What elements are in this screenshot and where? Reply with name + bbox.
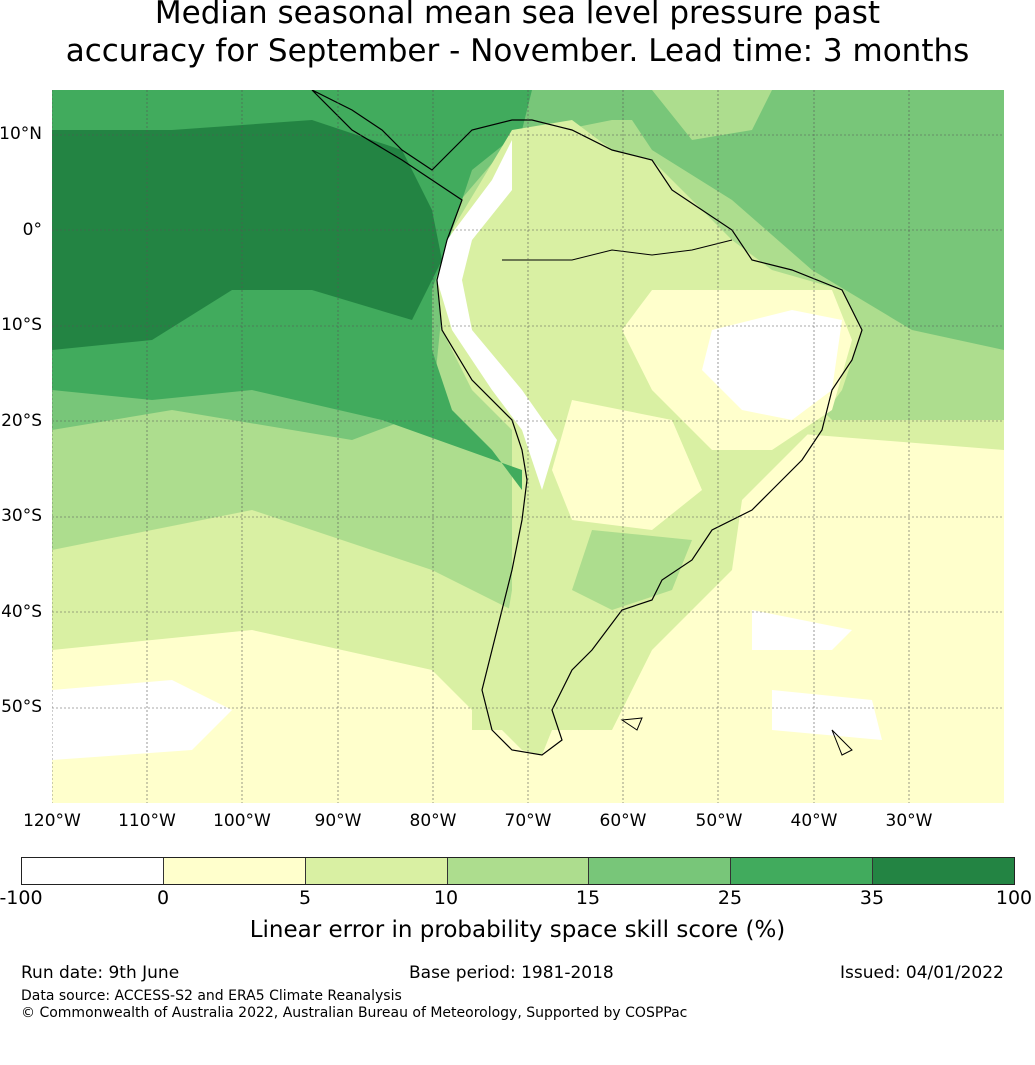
colorbar-segment-1: [163, 858, 306, 884]
colorbar-tick: 25: [717, 887, 743, 909]
data-source: Data source: ACCESS-S2 and ERA5 Climate …: [21, 988, 402, 1004]
colorbar-segment-0: [22, 858, 164, 884]
lon-label-70w: 70°W: [504, 811, 552, 831]
colorbar-segment-6: [873, 858, 1015, 884]
lat-label-50s: 50°S: [1, 697, 42, 717]
colorbar-tick: 5: [298, 887, 312, 909]
colorbar-tick: 100: [995, 887, 1033, 909]
map-canvas: [52, 90, 1004, 803]
colorbar-segment-2: [305, 858, 448, 884]
lon-label-40w: 40°W: [790, 811, 838, 831]
copyright: © Commonwealth of Australia 2022, Austra…: [21, 1005, 688, 1021]
map-title: Median seasonal mean sea level pressure …: [0, 0, 1035, 70]
lon-label-100w: 100°W: [213, 811, 271, 831]
skill-score-map: [52, 90, 1004, 803]
title-line-1: Median seasonal mean sea level pressure …: [154, 0, 881, 31]
lon-label-30w: 30°W: [885, 811, 933, 831]
run-date: Run date: 9th June: [21, 963, 180, 983]
colorbar-tick: 15: [575, 887, 601, 909]
lat-label-20s: 20°S: [1, 411, 42, 431]
colorbar-segment-5: [731, 858, 874, 884]
lon-label-50w: 50°W: [695, 811, 743, 831]
colorbar-segment-4: [589, 858, 732, 884]
lat-label-10n: 10°N: [0, 124, 42, 144]
colorbar-tick: -100: [0, 887, 43, 909]
colorbar-segment-3: [447, 858, 590, 884]
colorbar: [21, 857, 1015, 885]
lon-label-120w: 120°W: [23, 811, 81, 831]
lat-label-30s: 30°S: [1, 506, 42, 526]
colorbar-label: Linear error in probability space skill …: [249, 917, 786, 943]
lat-label-40s: 40°S: [1, 602, 42, 622]
colorbar-tick: 0: [156, 887, 170, 909]
title-line-2: accuracy for September - November. Lead …: [65, 33, 970, 69]
base-period: Base period: 1981-2018: [409, 963, 614, 983]
issued-date: Issued: 04/01/2022: [840, 963, 1004, 983]
lon-label-60w: 60°W: [599, 811, 647, 831]
lat-label-0: 0°: [22, 220, 42, 240]
lon-label-90w: 90°W: [314, 811, 362, 831]
lat-label-10s: 10°S: [1, 315, 42, 335]
lon-label-110w: 110°W: [118, 811, 176, 831]
lon-label-80w: 80°W: [409, 811, 457, 831]
colorbar-tick: 35: [859, 887, 885, 909]
colorbar-tick: 10: [433, 887, 459, 909]
